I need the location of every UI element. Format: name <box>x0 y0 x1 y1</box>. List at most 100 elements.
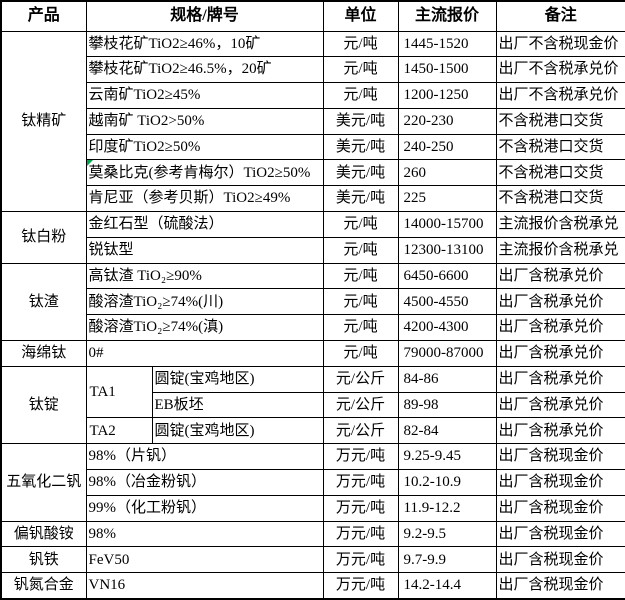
spec-cell: 98% <box>85 520 324 548</box>
spec-cell: 酸溶渣TiO₂≥74%(滇) <box>85 314 324 342</box>
table-row: 莫桑比克(参考肯梅尔）TiO2≥50% 美元/吨 260 不含税港口交货 <box>1 159 625 187</box>
unit-cell: 万元/吨 <box>322 572 399 600</box>
header-note: 备注 <box>495 0 625 32</box>
table-row: 肯尼亚（参考贝斯）TiO2≥49% 美元/吨 225 不含税港口交货 <box>1 185 625 213</box>
spec-cell: 肯尼亚（参考贝斯）TiO2≥49% <box>85 185 324 213</box>
unit-cell: 元/吨 <box>322 82 399 109</box>
product-cell: 钒铁 <box>0 546 87 574</box>
note-cell: 出厂不含税承兑价 <box>495 56 625 84</box>
note-cell: 不含税港口交货 <box>495 107 625 135</box>
product-cell: 钛锭 <box>0 365 87 445</box>
spec-cell: 高钛渣 TiO₂≥90% <box>85 262 324 290</box>
table-row: 海绵钛 0# 元/吨 79000-87000 出厂含税承兑价 <box>0 340 625 367</box>
table-row: 偏钒酸铵 98% 万元/吨 9.2-9.5 出厂含税现金价 <box>0 520 625 548</box>
price-cell: 240-250 <box>397 133 497 161</box>
unit-cell: 元/吨 <box>322 314 399 342</box>
table-row: 98%（冶金粉钒） 万元/吨 10.2-10.9 出厂含税现金价 <box>1 469 625 496</box>
price-cell: 89-98 <box>397 391 497 419</box>
table-row: 钛精矿 攀枝花矿TiO2≥46%，10矿 元/吨 1445-1520 出厂不含税… <box>0 30 625 213</box>
unit-cell: 美元/吨 <box>322 107 399 135</box>
note-cell: 不含税港口交货 <box>495 133 625 161</box>
note-cell: 不含税港口交货 <box>495 159 625 187</box>
unit-cell: 万元/吨 <box>322 443 399 471</box>
table-row: 云南矿TiO2≥45% 元/吨 1200-1250 出厂不含税承兑价 <box>1 82 625 109</box>
spec-cell: 0# <box>85 340 324 367</box>
table-row: 印度矿TiO2≥50% 美元/吨 240-250 不含税港口交货 <box>1 133 625 161</box>
table-row: 钛锭 TA1 圆锭(宝鸡地区) 元/公斤 84-86 出厂含税承兑价 <box>0 365 625 445</box>
header-product: 产品 <box>0 0 87 32</box>
table-row: 五氧化二钒 98%（片钒） 万元/吨 9.25-9.45 出厂含税现金价 <box>0 443 625 522</box>
price-cell: 9.7-9.9 <box>397 546 497 574</box>
spec-cell: EB板坯 <box>151 391 324 419</box>
spec-cell: FeV50 <box>85 546 324 574</box>
price-cell: 14000-15700 <box>397 211 497 238</box>
unit-cell: 元/吨 <box>322 340 399 367</box>
unit-cell: 元/公斤 <box>322 365 399 393</box>
price-cell: 12300-13100 <box>397 236 497 264</box>
product-cell: 钛精矿 <box>0 30 87 213</box>
note-cell: 主流报价含税承兑 <box>495 236 625 264</box>
unit-cell: 元/吨 <box>322 56 399 84</box>
price-cell: 1200-1250 <box>397 82 497 109</box>
unit-cell: 元/公斤 <box>322 391 399 419</box>
note-cell: 出厂含税现金价 <box>495 572 625 600</box>
table-row: 钛白粉 金红石型（硫酸法） 元/吨 14000-15700 主流报价含税承兑 <box>0 211 625 264</box>
note-cell: 出厂不含税承兑价 <box>495 82 625 109</box>
spec-cell: 莫桑比克(参考肯梅尔）TiO2≥50% <box>85 159 324 187</box>
price-cell: 84-86 <box>397 365 497 393</box>
spec-cell: 印度矿TiO2≥50% <box>85 133 324 161</box>
table-row: 钛渣 高钛渣 TiO₂≥90% 元/吨 6450-6600 出厂含税承兑价 <box>0 262 625 342</box>
price-cell: 1445-1520 <box>397 30 497 58</box>
table-row: 钒铁 FeV50 万元/吨 9.7-9.9 出厂含税现金价 <box>0 546 625 574</box>
price-cell: 220-230 <box>397 107 497 135</box>
note-cell: 出厂不含税现金价 <box>495 30 625 58</box>
unit-cell: 元/吨 <box>322 262 399 290</box>
price-cell: 4200-4300 <box>397 314 497 342</box>
price-cell: 225 <box>397 185 497 213</box>
spec-cell: 99%（化工粉钒） <box>85 494 324 522</box>
note-cell: 出厂含税承兑价 <box>495 391 625 419</box>
note-cell: 出厂含税承兑价 <box>495 417 625 445</box>
price-cell: 11.9-12.2 <box>397 494 497 522</box>
note-cell: 不含税港口交货 <box>495 185 625 213</box>
product-cell: 偏钒酸铵 <box>0 520 87 548</box>
price-cell: 6450-6600 <box>397 262 497 290</box>
table-row: 酸溶渣TiO₂≥74%(川) 元/吨 4500-4550 出厂含税承兑价 <box>1 288 625 316</box>
note-cell: 出厂含税承兑价 <box>495 365 625 393</box>
table-row: TA2 圆锭(宝鸡地区) 元/公斤 82-84 出厂含税承兑价 <box>1 417 625 445</box>
spec-cell: 攀枝花矿TiO2≥46%，10矿 <box>85 30 324 58</box>
product-cell: 海绵钛 <box>0 340 87 367</box>
unit-cell: 元/吨 <box>322 30 399 58</box>
header-unit: 单位 <box>322 0 399 32</box>
price-cell: 82-84 <box>397 417 497 445</box>
unit-cell: 元/公斤 <box>322 417 399 445</box>
grade-cell: TA2 <box>85 417 153 445</box>
unit-cell: 元/吨 <box>322 288 399 316</box>
note-cell: 出厂含税承兑价 <box>495 262 625 290</box>
note-cell: 出厂含税承兑价 <box>495 340 625 367</box>
spec-cell: 圆锭(宝鸡地区) <box>151 417 324 445</box>
price-cell: 79000-87000 <box>397 340 497 367</box>
table-row: 99%（化工粉钒） 万元/吨 11.9-12.2 出厂含税现金价 <box>1 494 625 522</box>
spec-cell: 98%（冶金粉钒） <box>85 469 324 496</box>
spec-cell: 98%（片钒） <box>85 443 324 471</box>
spec-cell: 越南矿 TiO2>50% <box>85 107 324 135</box>
note-cell: 出厂含税现金价 <box>495 520 625 548</box>
note-cell: 出厂含税承兑价 <box>495 288 625 316</box>
price-cell: 14.2-14.4 <box>397 572 497 600</box>
table-row: EB板坯 元/公斤 89-98 出厂含税承兑价 <box>1 391 625 419</box>
unit-cell: 万元/吨 <box>322 494 399 522</box>
table-row: 酸溶渣TiO₂≥74%(滇) 元/吨 4200-4300 出厂含税承兑价 <box>1 314 625 342</box>
comment-flag-triangle <box>87 160 93 167</box>
spec-cell: 酸溶渣TiO₂≥74%(川) <box>85 288 324 316</box>
unit-cell: 美元/吨 <box>322 185 399 213</box>
unit-cell: 美元/吨 <box>322 159 399 187</box>
spec-cell: 攀枝花矿TiO2≥46.5%，20矿 <box>85 56 324 84</box>
price-cell: 4500-4550 <box>397 288 497 316</box>
header-price: 主流报价 <box>397 0 497 32</box>
unit-cell: 万元/吨 <box>322 546 399 574</box>
header-spec: 规格/牌号 <box>85 0 324 32</box>
note-cell: 出厂含税现金价 <box>495 546 625 574</box>
price-cell: 10.2-10.9 <box>397 469 497 496</box>
price-cell: 260 <box>397 159 497 187</box>
